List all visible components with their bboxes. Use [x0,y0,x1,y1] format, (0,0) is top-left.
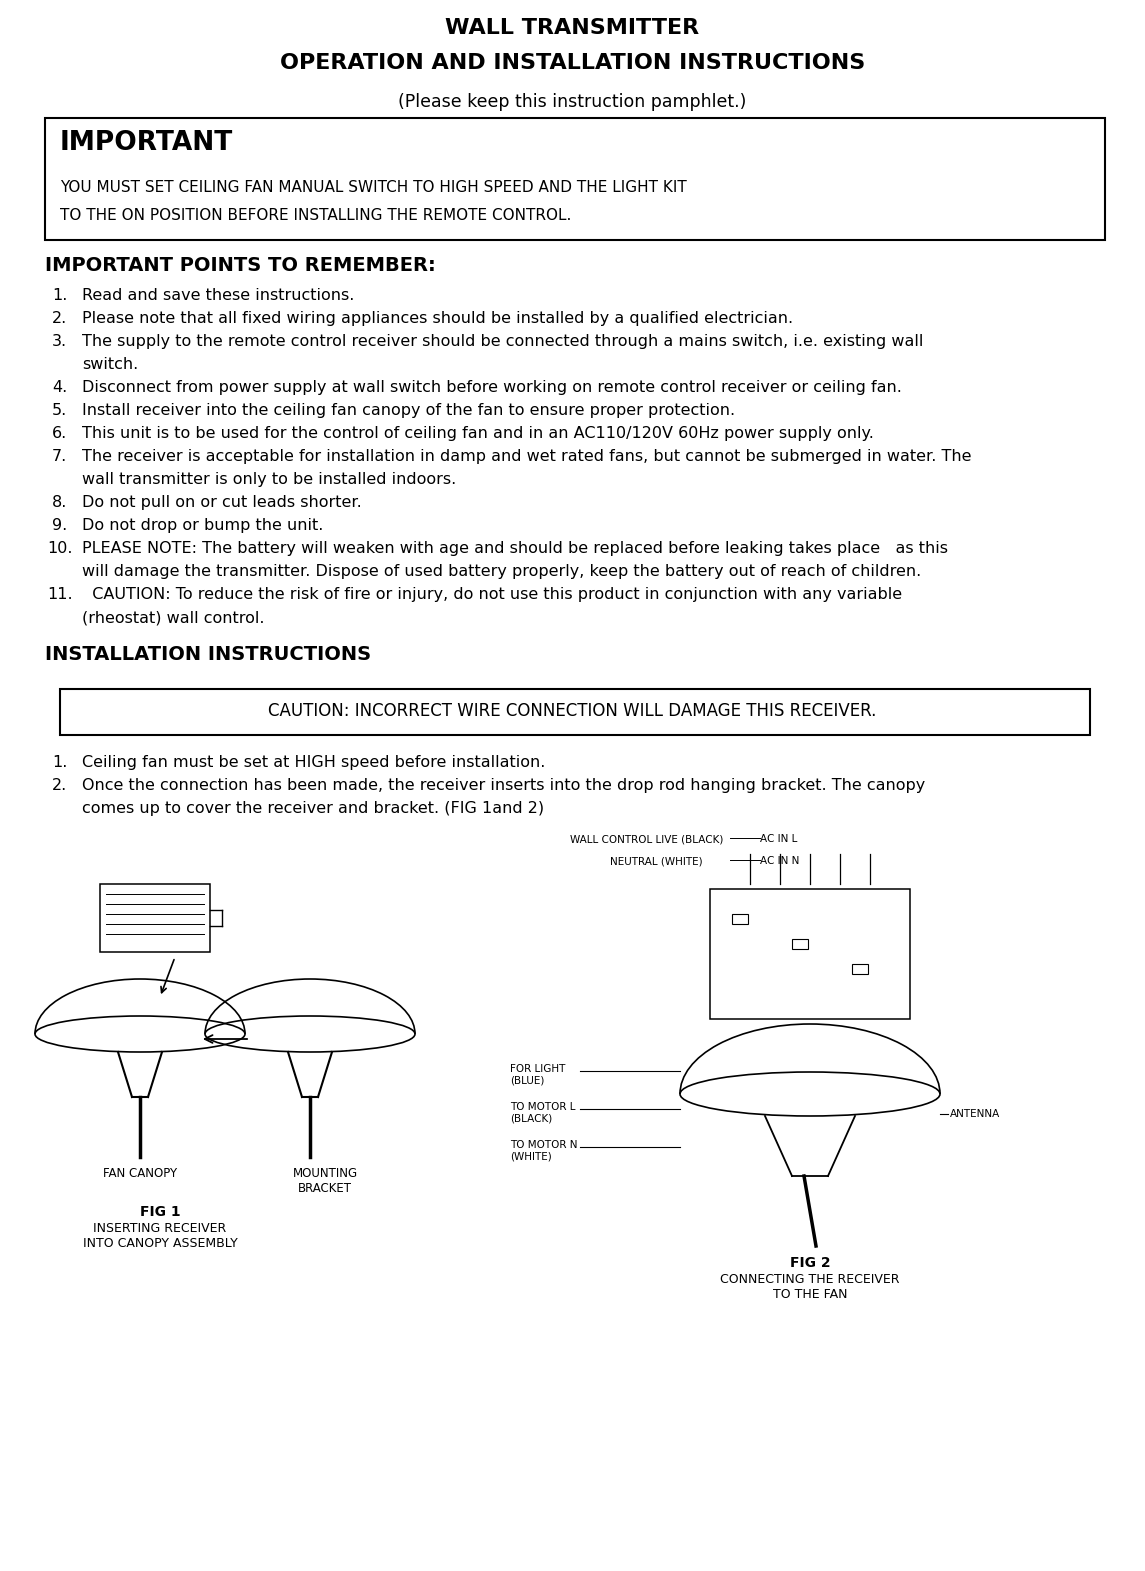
Text: YOU MUST SET CEILING FAN MANUAL SWITCH TO HIGH SPEED AND THE LIGHT KIT: YOU MUST SET CEILING FAN MANUAL SWITCH T… [60,181,687,195]
Text: Do not drop or bump the unit.: Do not drop or bump the unit. [82,518,323,533]
Text: comes up to cover the receiver and bracket. (FIG 1and 2): comes up to cover the receiver and brack… [82,801,544,815]
Text: CAUTION: INCORRECT WIRE CONNECTION WILL DAMAGE THIS RECEIVER.: CAUTION: INCORRECT WIRE CONNECTION WILL … [268,702,877,720]
Text: 8.: 8. [52,495,68,511]
Text: switch.: switch. [82,357,139,372]
Text: 9.: 9. [52,518,68,533]
Text: (rheostat) wall control.: (rheostat) wall control. [82,610,264,625]
Text: WALL CONTROL LIVE (BLACK): WALL CONTROL LIVE (BLACK) [570,834,724,844]
Text: 11.: 11. [47,588,72,602]
Bar [792,939,808,949]
Text: wall transmitter is only to be installed indoors.: wall transmitter is only to be installed… [82,471,456,487]
Text: Once the connection has been made, the receiver inserts into the drop rod hangin: Once the connection has been made, the r… [82,778,925,793]
Text: 6.: 6. [52,426,68,441]
Text: 7.: 7. [52,449,68,463]
Text: 4.: 4. [52,380,68,394]
Text: TO MOTOR L
(BLACK): TO MOTOR L (BLACK) [510,1101,576,1123]
Text: AC IN N: AC IN N [760,856,799,866]
Text: FIG 2: FIG 2 [790,1255,830,1269]
Bar [732,914,748,924]
Text: NEUTRAL (WHITE): NEUTRAL (WHITE) [610,856,703,866]
Text: The receiver is acceptable for installation in damp and wet rated fans, but cann: The receiver is acceptable for installat… [82,449,971,463]
Text: IMPORTANT: IMPORTANT [60,130,234,156]
Bar [852,965,868,974]
FancyBboxPatch shape [45,118,1105,240]
Text: 1.: 1. [52,756,68,770]
Text: 10.: 10. [47,540,72,556]
Text: PLEASE NOTE: The battery will weaken with age and should be replaced before leak: PLEASE NOTE: The battery will weaken wit… [82,540,948,556]
Text: 5.: 5. [52,404,68,418]
Text: IMPORTANT POINTS TO REMEMBER:: IMPORTANT POINTS TO REMEMBER: [45,256,436,275]
Text: ANTENNA: ANTENNA [950,1109,1001,1119]
Text: Ceiling fan must be set at HIGH speed before installation.: Ceiling fan must be set at HIGH speed be… [82,756,545,770]
Text: Please note that all fixed wiring appliances should be installed by a qualified : Please note that all fixed wiring applia… [82,311,793,327]
Text: 2.: 2. [52,778,68,793]
Text: CAUTION: To reduce the risk of fire or injury, do not use this product in conjun: CAUTION: To reduce the risk of fire or i… [82,588,902,602]
Text: TO THE FAN: TO THE FAN [773,1288,847,1301]
Text: MOUNTING
BRACKET: MOUNTING BRACKET [292,1167,357,1196]
Text: TO MOTOR N
(WHITE): TO MOTOR N (WHITE) [510,1141,577,1161]
Text: This unit is to be used for the control of ceiling fan and in an AC110/120V 60Hz: This unit is to be used for the control … [82,426,874,441]
Text: 2.: 2. [52,311,68,327]
FancyBboxPatch shape [60,690,1090,735]
Text: CONNECTING THE RECEIVER: CONNECTING THE RECEIVER [720,1273,900,1287]
Text: INSERTING RECEIVER: INSERTING RECEIVER [94,1222,227,1235]
Text: 1.: 1. [52,287,68,303]
Text: Disconnect from power supply at wall switch before working on remote control rec: Disconnect from power supply at wall swi… [82,380,902,394]
Text: INTO CANOPY ASSEMBLY: INTO CANOPY ASSEMBLY [82,1236,237,1251]
Text: INSTALLATION INSTRUCTIONS: INSTALLATION INSTRUCTIONS [45,646,371,665]
Text: TO THE ON POSITION BEFORE INSTALLING THE REMOTE CONTROL.: TO THE ON POSITION BEFORE INSTALLING THE… [60,207,571,223]
Text: The supply to the remote control receiver should be connected through a mains sw: The supply to the remote control receive… [82,335,923,349]
Text: 3.: 3. [52,335,68,349]
Text: Install receiver into the ceiling fan canopy of the fan to ensure proper protect: Install receiver into the ceiling fan ca… [82,404,735,418]
Text: will damage the transmitter. Dispose of used battery properly, keep the battery : will damage the transmitter. Dispose of … [82,564,922,580]
Text: Read and save these instructions.: Read and save these instructions. [82,287,354,303]
Text: (Please keep this instruction pamphlet.): (Please keep this instruction pamphlet.) [398,93,747,112]
Text: FAN CANOPY: FAN CANOPY [103,1167,177,1180]
Text: WALL TRANSMITTER: WALL TRANSMITTER [445,17,700,38]
Text: FOR LIGHT
(BLUE): FOR LIGHT (BLUE) [510,1064,566,1086]
Text: OPERATION AND INSTALLATION INSTRUCTIONS: OPERATION AND INSTALLATION INSTRUCTIONS [279,53,866,72]
Text: FIG 1: FIG 1 [140,1205,180,1219]
Text: AC IN L: AC IN L [760,834,797,844]
Text: Do not pull on or cut leads shorter.: Do not pull on or cut leads shorter. [82,495,362,511]
